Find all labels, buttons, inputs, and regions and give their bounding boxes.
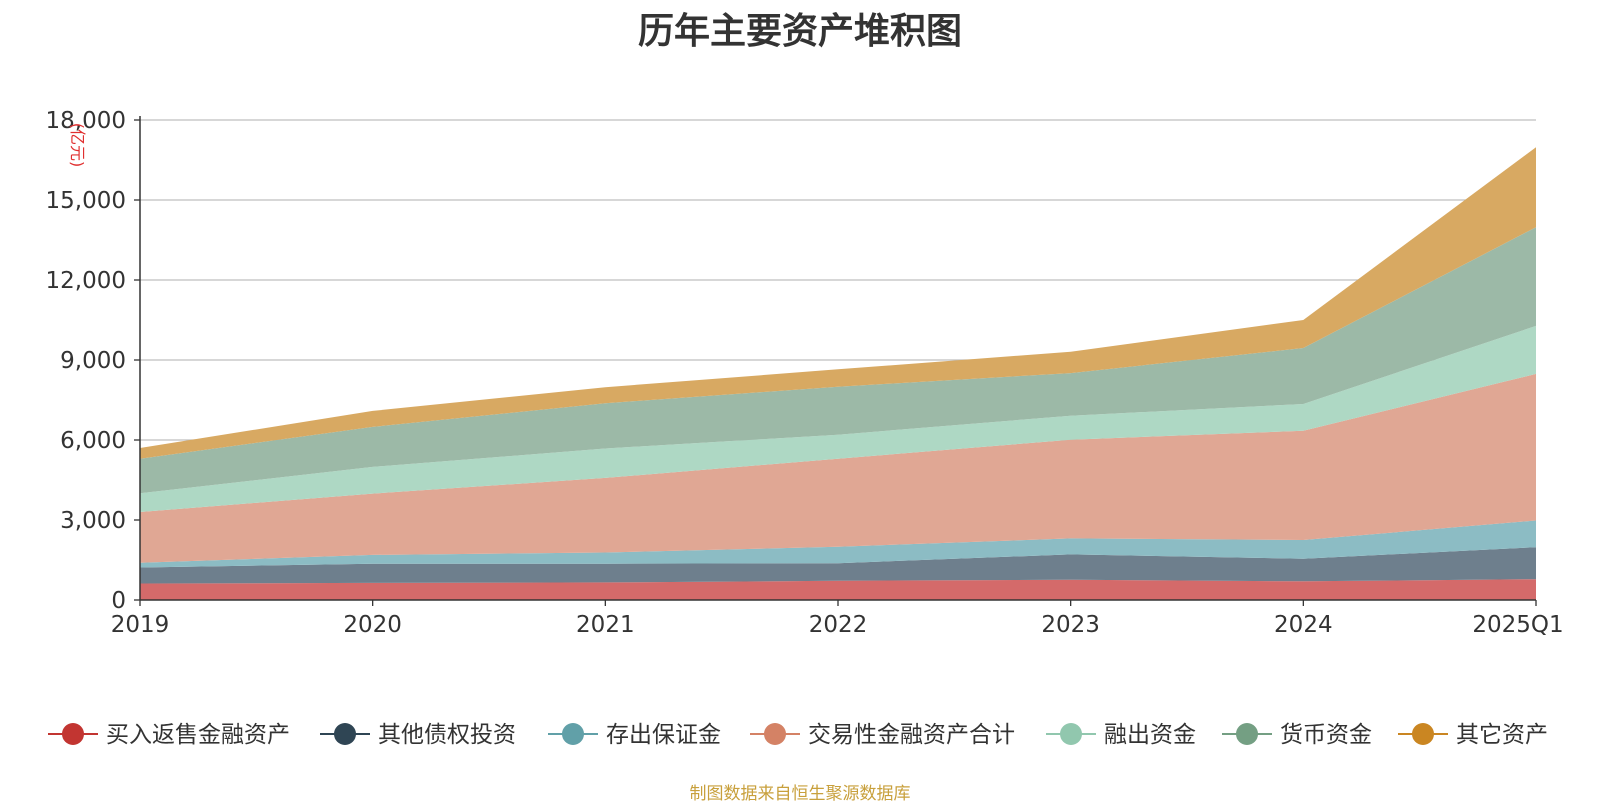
legend-item[interactable]: 融出资金 [1046, 722, 1196, 748]
legend-label: 存出保证金 [606, 722, 721, 748]
legend-label: 交易性金融资产合计 [808, 722, 1015, 748]
area-series-3 [140, 373, 1536, 563]
y-tick-label: 0 [111, 588, 126, 614]
y-tick-label: 12,000 [46, 268, 126, 294]
x-tick-label: 2023 [1041, 612, 1100, 638]
legend-dot-marker [334, 723, 356, 745]
y-tick-label: 15,000 [46, 188, 126, 214]
axis-layer: 0 3,000 6,000 9,000 12,000 15,000 18,000 2019 20… [46, 108, 1564, 638]
legend-item[interactable]: 交易性金融资产合计 [750, 722, 1015, 748]
legend-label: 买入返售金融资产 [106, 722, 290, 748]
legend-item[interactable]: 存出保证金 [548, 722, 721, 748]
legend: 买入返售金融资产 其他债权投资 存出保证金 交易性金融资产合计 融出资金 货币资金 其它资产 [48, 722, 1548, 748]
legend-dot-marker [1236, 723, 1258, 745]
x-tick-label: 2020 [343, 612, 402, 638]
legend-label: 其他债权投资 [378, 722, 516, 748]
x-tick-label: 2025Q1 [1472, 612, 1563, 638]
chart-title: 历年主要资产堆积图 [637, 11, 962, 52]
legend-dot-marker [764, 723, 786, 745]
data-source-note: 制图数据来自恒生聚源数据库 [689, 784, 911, 804]
legend-item[interactable]: 货币资金 [1222, 722, 1372, 748]
legend-label: 货币资金 [1280, 722, 1372, 748]
y-tick-label: 9,000 [60, 348, 126, 374]
legend-label: 其它资产 [1456, 722, 1548, 748]
legend-item[interactable]: 买入返售金融资产 [48, 722, 290, 748]
y-tick-label: 6,000 [60, 428, 126, 454]
x-tick-label: 2021 [576, 612, 635, 638]
legend-item[interactable]: 其他债权投资 [320, 722, 516, 748]
y-axis-unit-label: (亿元) [68, 123, 87, 168]
x-tick-label: 2019 [111, 612, 170, 638]
y-tick-label: 18,000 [46, 108, 126, 134]
area-series-6 [140, 147, 1536, 459]
y-tick-label: 3,000 [60, 508, 126, 534]
x-tick-label: 2022 [809, 612, 868, 638]
area-series-2 [140, 520, 1536, 568]
legend-dot-marker [62, 723, 84, 745]
area-layer [140, 147, 1536, 600]
legend-dot-marker [562, 723, 584, 745]
legend-dot-marker [1412, 723, 1434, 745]
area-series-4 [140, 325, 1536, 512]
x-tick-label: 2024 [1274, 612, 1333, 638]
legend-dot-marker [1060, 723, 1082, 745]
area-series-0 [140, 579, 1536, 600]
area-series-5 [140, 227, 1536, 494]
legend-item[interactable]: 其它资产 [1398, 722, 1548, 748]
legend-label: 融出资金 [1104, 722, 1196, 748]
area-series-1 [140, 547, 1536, 584]
